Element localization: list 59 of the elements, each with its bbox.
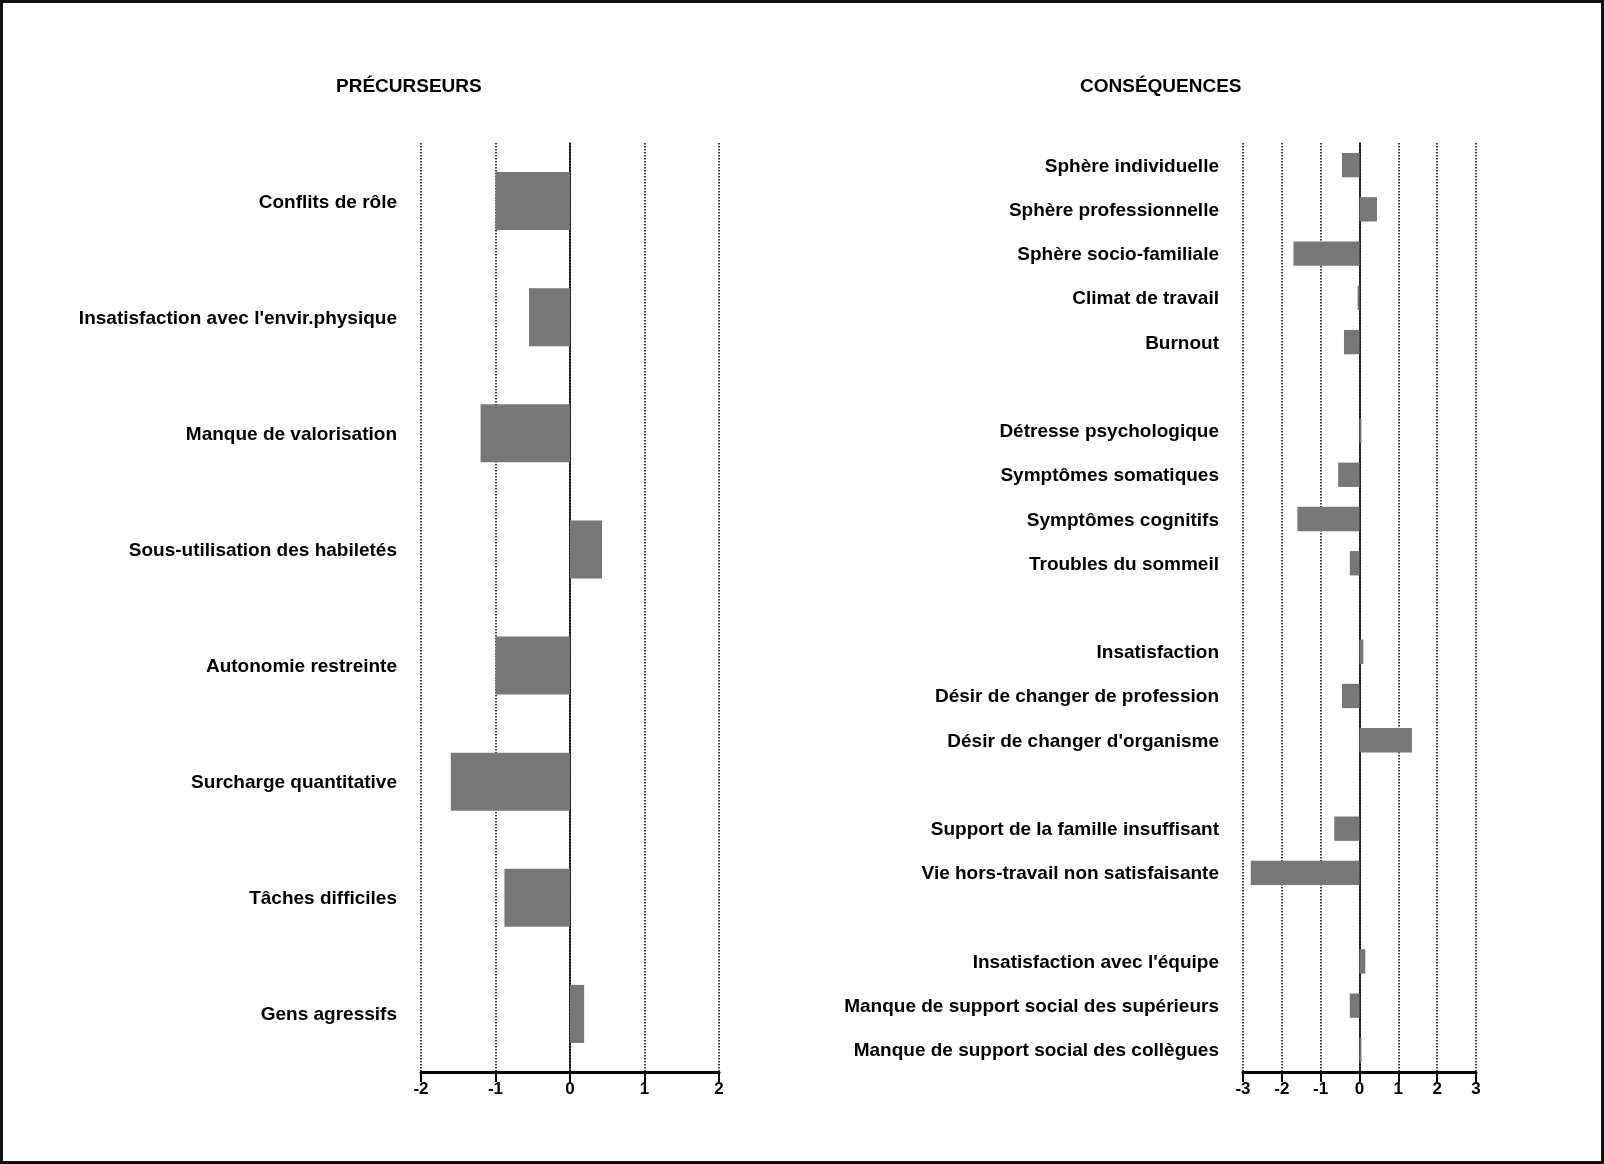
bar [1359, 197, 1377, 222]
bar [570, 984, 585, 1043]
bar [1293, 241, 1360, 266]
bar [1338, 462, 1360, 487]
bar [495, 172, 570, 231]
y-tick-label: Surcharge quantitative [191, 771, 397, 793]
bar [1342, 152, 1360, 178]
y-tick-label: Manque de support social des collègues [853, 1039, 1219, 1061]
x-tick-label: -1 [487, 1079, 504, 1098]
y-tick-label: Désir de changer d'organisme [947, 729, 1219, 751]
y-tick-label: Désir de changer de profession [934, 685, 1219, 707]
bar [1334, 816, 1360, 841]
x-tick-label: 1 [1393, 1079, 1404, 1098]
bar [1250, 860, 1360, 886]
y-tick-label: Insatisfaction [1096, 641, 1219, 663]
y-tick-label: Troubles du sommeil [1028, 552, 1219, 574]
x-tick-label: 2 [1432, 1079, 1442, 1098]
y-tick-label: Sous-utilisation des habiletés [128, 538, 397, 560]
x-tick-label: -3 [1235, 1079, 1251, 1098]
x-tick-label: -2 [413, 1079, 429, 1098]
bar [1359, 728, 1412, 753]
bar [1349, 551, 1360, 576]
y-tick-label: Détresse psychologique [999, 420, 1219, 442]
x-tick-label: -2 [1274, 1079, 1290, 1098]
bar [529, 288, 570, 347]
y-tick-label: Sphère individuelle [1044, 154, 1219, 176]
y-tick-label: Tâches difficiles [249, 887, 397, 909]
x-tick-label: 0 [1354, 1079, 1365, 1098]
y-tick-label: Gens agressifs [260, 1003, 397, 1025]
chart-title: PRÉCURSEURS [336, 75, 482, 96]
x-tick-label: 0 [565, 1079, 575, 1098]
bar [1349, 993, 1360, 1018]
y-tick-label: Symptômes somatiques [1000, 464, 1219, 486]
x-tick-label: -1 [1313, 1079, 1329, 1098]
y-tick-label: Autonomie restreinte [205, 655, 397, 677]
y-tick-label: Vie hors-travail non satisfaisante [921, 862, 1219, 884]
bar [1342, 683, 1360, 709]
bar [1297, 506, 1360, 532]
y-tick-label: Climat de travail [1072, 287, 1219, 309]
bar [570, 520, 603, 579]
y-tick-label: Sphère socio-familiale [1017, 243, 1219, 265]
y-tick-label: Conflits de rôle [258, 190, 397, 212]
y-tick-label: Manque de valorisation [185, 422, 397, 444]
bar [504, 868, 570, 927]
y-tick-label: Insatisfaction avec l'équipe [972, 950, 1219, 972]
bar [480, 404, 570, 463]
y-tick-label: Sphère professionnelle [1008, 198, 1219, 220]
y-tick-label: Insatisfaction avec l'envir.physique [78, 306, 397, 328]
y-tick-label: Manque de support social des supérieurs [844, 995, 1219, 1017]
y-tick-label: Symptômes cognitifs [1026, 508, 1219, 530]
y-tick-label: Burnout [1145, 331, 1220, 353]
bar [1343, 329, 1360, 355]
x-tick-label: 1 [639, 1079, 650, 1098]
bar [450, 752, 570, 811]
y-tick-label: Support de la famille insuffisant [930, 818, 1220, 840]
chart-title: CONSÉQUENCES [1080, 75, 1242, 96]
bar [495, 636, 570, 695]
x-tick-label: 3 [1471, 1079, 1481, 1098]
x-tick-label: 2 [714, 1079, 724, 1098]
